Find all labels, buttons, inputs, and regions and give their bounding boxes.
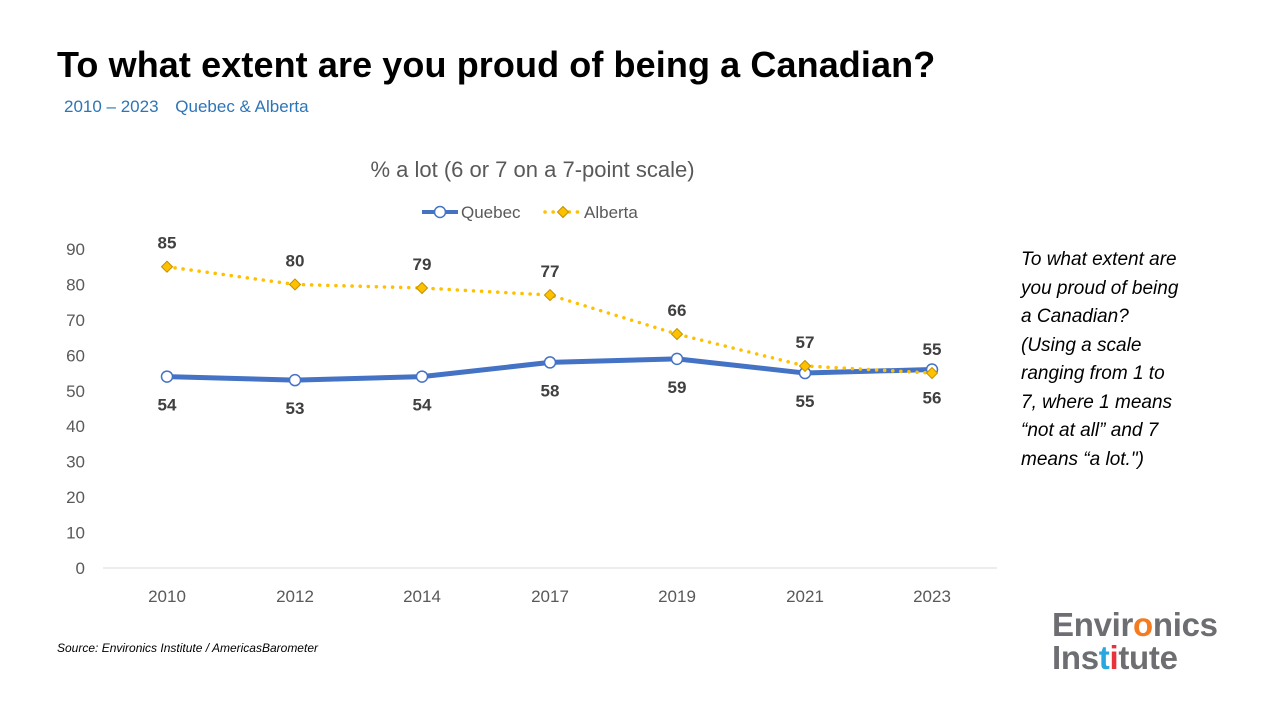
- y-tick-label: 60: [66, 346, 85, 365]
- y-tick-label: 10: [66, 524, 85, 543]
- quebec-data-label: 58: [541, 381, 560, 400]
- alberta-data-label: 57: [796, 333, 815, 352]
- alberta-point: [160, 260, 174, 273]
- quebec-data-label: 59: [668, 378, 687, 397]
- legend-quebec-label: Quebec: [461, 203, 521, 222]
- alberta-data-label: 77: [541, 262, 560, 281]
- y-tick-label: 70: [66, 311, 85, 330]
- subtitle-years: 2010 – 2023: [64, 97, 159, 116]
- alberta-data-label: 66: [668, 301, 687, 320]
- quebec-point: [543, 356, 557, 369]
- quebec-data-label: 56: [923, 389, 942, 408]
- question-note: To what extent are you proud of being a …: [1021, 246, 1226, 474]
- x-tick-label: 2010: [148, 587, 186, 606]
- question-note-line: (Using a scale: [1021, 334, 1142, 356]
- question-note-line: To what extent are: [1021, 249, 1177, 270]
- alberta-data-label: 55: [923, 340, 942, 359]
- x-tick-label: 2019: [658, 587, 696, 606]
- subtitle-regions: Quebec & Alberta: [175, 97, 309, 116]
- chart-title: % a lot (6 or 7 on a 7-point scale): [370, 157, 695, 182]
- alberta-data-label: 79: [413, 255, 432, 274]
- y-tick-label: 40: [66, 417, 85, 436]
- logo-line-2: Institute: [1052, 639, 1178, 676]
- question-note-line: ranging from 1 to: [1021, 363, 1165, 384]
- quebec-data-label: 54: [413, 396, 432, 415]
- quebec-point: [288, 373, 302, 387]
- question-note-line: a Canadian?: [1021, 306, 1129, 327]
- alberta-data-label: 85: [158, 234, 177, 253]
- legend-alberta-marker: [556, 205, 570, 219]
- question-note-line: means “a lot."): [1021, 448, 1144, 470]
- question-note-line: 7, where 1 means: [1021, 391, 1173, 413]
- environics-logo: Environics Institute: [1052, 608, 1218, 674]
- alberta-point: [925, 366, 939, 380]
- question-note-line: “not at all” and 7: [1021, 420, 1159, 441]
- quebec-data-label: 54: [158, 396, 177, 415]
- alberta-data-label: 80: [286, 251, 305, 270]
- legend-quebec-marker: [433, 205, 447, 219]
- alberta-point: [798, 359, 812, 373]
- alberta-point: [670, 327, 684, 341]
- y-tick-label: 0: [76, 559, 85, 578]
- alberta-point: [543, 288, 557, 302]
- quebec-data-label: 53: [286, 399, 305, 418]
- y-tick-label: 30: [66, 453, 85, 472]
- y-tick-label: 90: [66, 240, 85, 259]
- x-tick-label: 2021: [786, 587, 824, 606]
- y-tick-label: 50: [66, 382, 85, 401]
- quebec-point: [670, 352, 684, 366]
- subtitle: 2010 – 2023 Quebec & Alberta: [64, 97, 321, 117]
- source-note: Source: Environics Institute / AmericasB…: [57, 641, 318, 655]
- legend-alberta-label: Alberta: [584, 203, 638, 222]
- y-tick-label: 80: [66, 275, 85, 294]
- alberta-point: [288, 278, 302, 291]
- x-tick-label: 2017: [531, 587, 569, 606]
- line-chart: 0 10 20 30 40 50 60 70 80 90 2010 2012 2014 2017 2019 2…: [66, 203, 997, 606]
- quebec-point: [415, 370, 429, 383]
- logo-line-1: Environics: [1052, 606, 1218, 643]
- x-tick-label: 2012: [276, 587, 314, 606]
- question-note-line: you proud of being: [1021, 277, 1179, 299]
- alberta-point: [415, 281, 429, 295]
- x-tick-label: 2014: [403, 587, 441, 606]
- quebec-point: [160, 370, 174, 383]
- page-title: To what extent are you proud of being a …: [57, 44, 936, 85]
- y-tick-label: 20: [66, 488, 85, 507]
- quebec-data-label: 55: [796, 392, 815, 411]
- x-tick-label: 2023: [913, 587, 951, 606]
